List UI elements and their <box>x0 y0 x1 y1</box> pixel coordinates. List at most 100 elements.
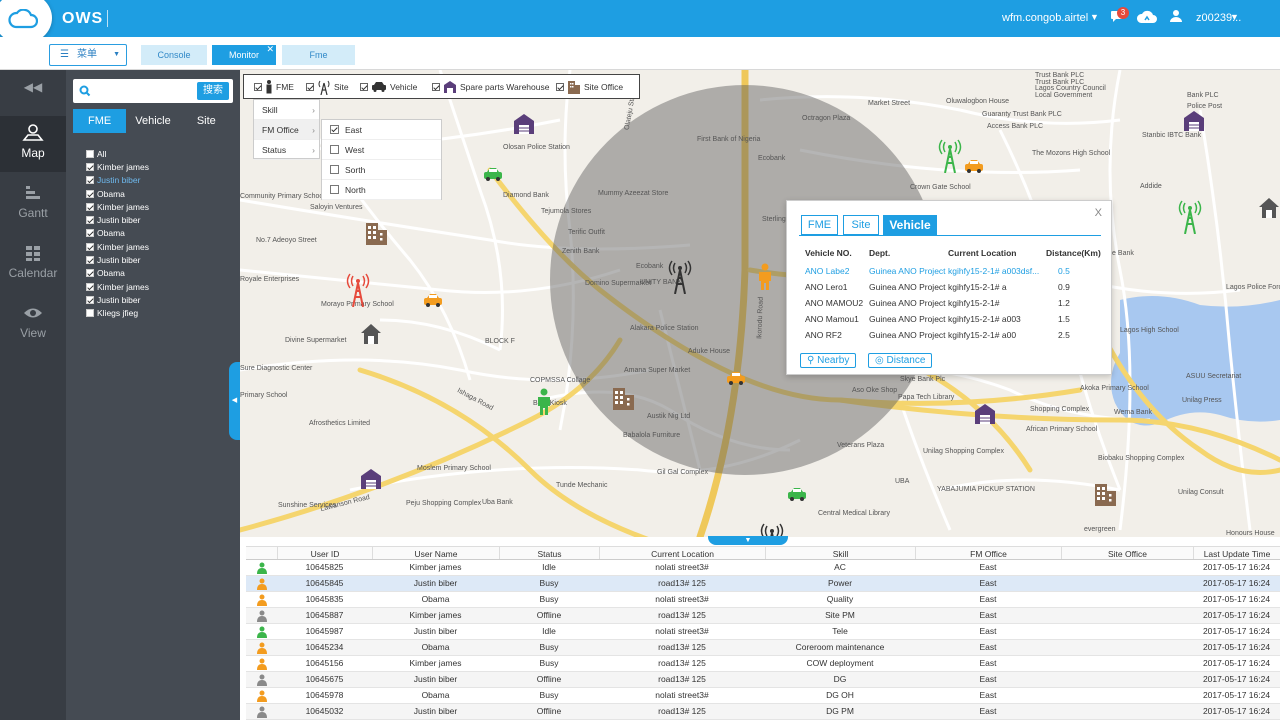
table-row[interactable]: 10645675 Justin biber Offline road13# 125 DG… <box>246 672 1280 688</box>
list-item[interactable]: Justin biber <box>86 213 149 226</box>
checkbox[interactable] <box>86 149 94 158</box>
chevron-down-icon[interactable]: ▼ <box>1090 12 1099 22</box>
column-header[interactable]: Last Update Time <box>1193 547 1280 559</box>
checkbox[interactable] <box>360 82 368 91</box>
dropdown-item-skill[interactable]: Skill › <box>254 100 319 120</box>
checkbox[interactable] <box>86 295 94 304</box>
submenu-item[interactable]: North <box>322 180 441 200</box>
office-marker-icon[interactable] <box>612 386 636 413</box>
checkbox[interactable] <box>330 185 339 194</box>
table-row[interactable]: ANO RF2 Guinea ANO Project kgihfy15-2-1# a… <box>802 327 1102 343</box>
collapse-icon[interactable]: ◀◀ <box>23 80 43 94</box>
table-row[interactable]: 10645825 Kimber james Idle nolati street3# A… <box>246 560 1280 576</box>
tower-marker-icon[interactable] <box>938 139 962 176</box>
checkbox[interactable] <box>432 82 440 91</box>
column-header[interactable]: Site Office <box>1061 547 1193 559</box>
tower-marker-icon[interactable] <box>760 523 784 537</box>
popup-tab-site[interactable]: Site <box>843 215 879 235</box>
user-icon[interactable] <box>1170 9 1182 26</box>
list-item[interactable]: Obama <box>86 227 149 240</box>
submenu-item[interactable]: Sorth <box>322 160 441 180</box>
segment-vehicle[interactable]: Vehicle <box>126 109 180 133</box>
list-item[interactable]: All <box>86 147 149 160</box>
checkbox[interactable] <box>86 242 94 251</box>
checkbox[interactable] <box>330 125 339 134</box>
car-marker-icon[interactable] <box>423 292 443 311</box>
tower-marker-icon[interactable] <box>1178 200 1202 237</box>
grid-toggle-handle[interactable]: ▼ <box>708 536 788 545</box>
checkbox[interactable] <box>86 162 94 171</box>
dropdown-item-fm-office[interactable]: FM Office › <box>254 120 319 140</box>
table-row[interactable]: 10645845 Justin biber Busy road13# 125 Power… <box>246 576 1280 592</box>
submenu-item[interactable]: East <box>322 120 441 140</box>
segment-fme[interactable]: FME <box>73 109 127 133</box>
person-marker-icon[interactable] <box>756 263 774 294</box>
checkbox[interactable] <box>86 189 94 198</box>
checkbox[interactable] <box>86 269 94 278</box>
table-row[interactable]: 10645987 Justin biber Idle nolati street3# T… <box>246 624 1280 640</box>
nav-item-gantt[interactable]: Gantt <box>0 176 66 232</box>
tower-marker-icon[interactable] <box>346 273 370 310</box>
table-row[interactable]: ANO Labe2 Guinea ANO Project kgihfy15-2-1#… <box>802 263 1102 279</box>
filter-warehouse[interactable]: Spare parts Warehouse <box>432 75 549 98</box>
table-row[interactable]: 10645835 Obama Busy nolati street3# Quality E… <box>246 592 1280 608</box>
column-header[interactable]: Skill <box>765 547 915 559</box>
checkbox[interactable] <box>330 145 339 154</box>
warehouse-marker-icon[interactable] <box>974 403 996 428</box>
cloud-sync-icon[interactable] <box>1136 9 1158 28</box>
list-item[interactable]: Justin biber <box>86 174 149 187</box>
tab-console[interactable]: Console <box>141 45 207 65</box>
list-item[interactable]: Obama <box>86 187 149 200</box>
table-row[interactable]: ANO Lero1 Guinea ANO Project kgihfy15-2-1#… <box>802 279 1102 295</box>
panel-collapse-handle[interactable]: ◀ <box>229 362 240 440</box>
list-item[interactable]: Obama <box>86 267 149 280</box>
column-header[interactable]: Current Location <box>599 547 765 559</box>
search-button[interactable]: 搜索 <box>197 82 229 100</box>
popup-tab-vehicle[interactable]: Vehicle <box>883 215 937 235</box>
checkbox[interactable] <box>86 229 94 238</box>
filter-vehicle[interactable]: Vehicle <box>360 75 417 98</box>
checkbox[interactable] <box>86 282 94 291</box>
nearby-button[interactable]: ⚲ Nearby <box>800 353 857 368</box>
filter-site-office[interactable]: Site Office <box>556 75 623 98</box>
table-row[interactable]: 10645156 Kimber james Busy road13# 125 COW d… <box>246 656 1280 672</box>
nav-item-calendar[interactable]: Calendar <box>0 236 66 292</box>
menu-button[interactable]: ☰ 菜单 ▼ <box>49 44 127 66</box>
table-row[interactable]: 10645234 Obama Busy road13# 125 Coreroom mai… <box>246 640 1280 656</box>
column-header[interactable]: User Name <box>372 547 499 559</box>
dropdown-item-status[interactable]: Status › <box>254 140 319 160</box>
warehouse-marker-icon[interactable] <box>360 468 382 493</box>
office-marker-icon[interactable] <box>1094 482 1118 509</box>
filter-fme[interactable]: FME <box>254 75 294 98</box>
warehouse-marker-icon[interactable] <box>513 113 535 138</box>
table-row[interactable]: 10645032 Justin biber Offline road13# 125 DG… <box>246 704 1280 720</box>
column-header[interactable]: FM Office <box>915 547 1061 559</box>
popup-tab-fme[interactable]: FME <box>801 215 838 235</box>
checkbox[interactable] <box>86 256 94 265</box>
list-item[interactable]: Kimber james <box>86 160 149 173</box>
username[interactable]: z00239... <box>1196 12 1242 24</box>
list-item[interactable]: Kimber james <box>86 280 149 293</box>
close-icon[interactable]: X <box>1094 207 1102 219</box>
submenu-item[interactable]: West <box>322 140 441 160</box>
table-row[interactable]: 10645887 Kimber james Offline road13# 125 Si… <box>246 608 1280 624</box>
car-marker-icon[interactable] <box>787 486 807 505</box>
checkbox[interactable] <box>86 216 94 225</box>
home-marker-icon[interactable] <box>360 323 382 348</box>
segment-site[interactable]: Site <box>179 109 233 133</box>
checkbox[interactable] <box>86 202 94 211</box>
checkbox[interactable] <box>86 309 94 318</box>
car-marker-icon[interactable] <box>726 370 746 389</box>
checkbox[interactable] <box>330 165 339 174</box>
list-item[interactable]: Kliegs jfieg <box>86 307 149 320</box>
office-marker-icon[interactable] <box>365 221 389 248</box>
list-item[interactable]: Justin biber <box>86 253 149 266</box>
column-header[interactable]: User ID <box>277 547 372 559</box>
list-item[interactable]: Kimber james <box>86 240 149 253</box>
home-marker-icon[interactable] <box>1258 197 1280 222</box>
close-tab-icon[interactable]: ✕ <box>266 44 274 54</box>
person-marker-icon[interactable] <box>535 388 553 419</box>
nav-item-view[interactable]: View <box>0 296 66 352</box>
car-marker-icon[interactable] <box>964 158 984 177</box>
checkbox[interactable] <box>556 82 564 91</box>
